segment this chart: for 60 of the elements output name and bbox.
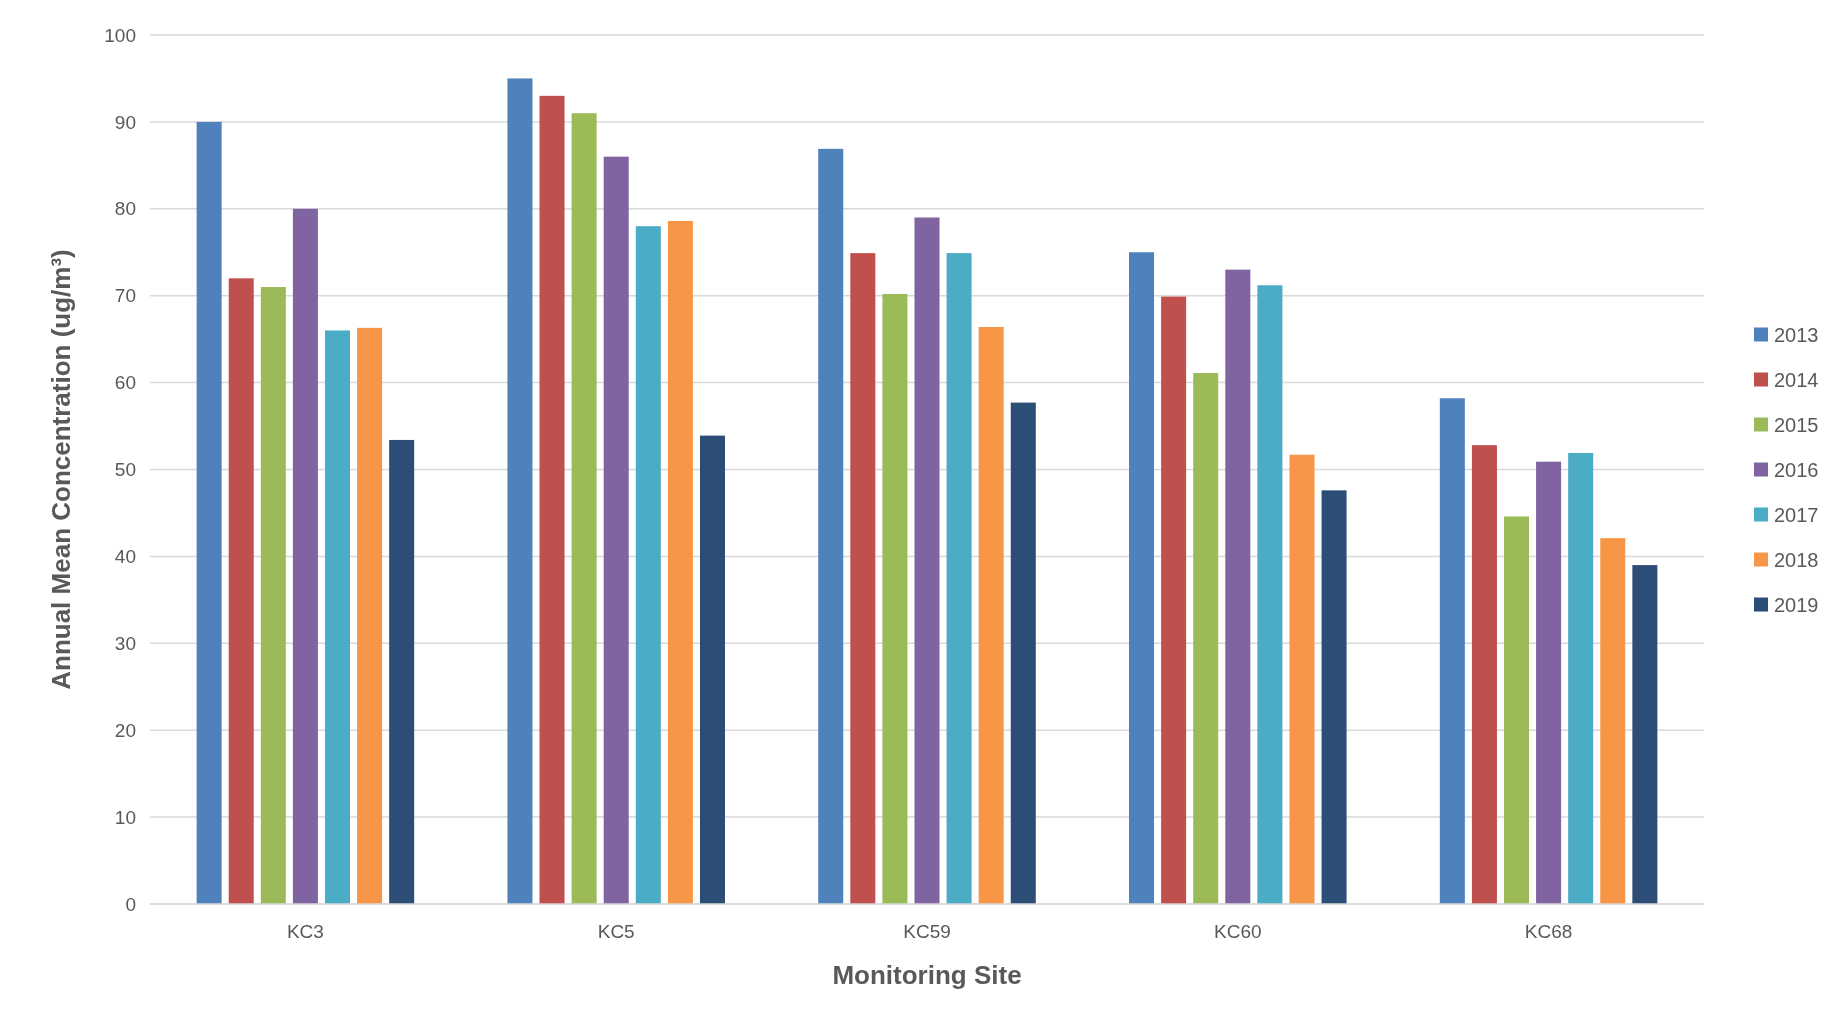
bar [260, 287, 286, 904]
bar [882, 293, 908, 904]
bar [850, 253, 876, 904]
bar [667, 220, 693, 904]
y-axis-title: Annual Mean Concentration (ug/m³) [46, 249, 76, 690]
x-tick-label: KC3 [286, 921, 324, 942]
bar [818, 148, 844, 904]
bar [946, 253, 972, 904]
legend-label: 2013 [1774, 323, 1819, 346]
bar [1439, 398, 1465, 904]
y-tick-label: 100 [104, 24, 136, 46]
x-tick-label: KC59 [903, 921, 951, 942]
bar [603, 156, 629, 904]
bar [1257, 285, 1283, 904]
y-tick-label: 80 [114, 198, 136, 220]
y-tick-label: 10 [114, 806, 136, 828]
bar [571, 113, 597, 904]
bar [507, 78, 533, 904]
bar [389, 439, 415, 904]
bar [324, 330, 350, 904]
bar [1536, 461, 1562, 904]
bar [357, 327, 383, 904]
y-tick-label: 40 [114, 546, 136, 568]
legend-label: 2015 [1774, 413, 1819, 436]
y-tick-label: 90 [114, 111, 136, 133]
y-tick-label: 0 [125, 893, 136, 915]
bar [978, 326, 1004, 904]
legend-label: 2016 [1774, 458, 1819, 481]
bar [1225, 269, 1251, 904]
bar [1289, 454, 1315, 904]
bar [196, 121, 222, 904]
bar [1600, 538, 1626, 904]
bar [1129, 252, 1155, 904]
y-tick-label: 50 [114, 459, 136, 481]
bar [914, 217, 940, 904]
bar [1632, 565, 1658, 904]
x-axis-title: Monitoring Site [832, 960, 1022, 990]
legend-label: 2014 [1774, 368, 1819, 391]
x-tick-label: KC5 [597, 921, 635, 942]
x-tick-label: KC60 [1214, 921, 1262, 942]
bar [635, 226, 661, 904]
y-tick-label: 30 [114, 632, 136, 654]
bar [1161, 296, 1187, 904]
legend-label: 2019 [1774, 593, 1819, 616]
bar [1568, 452, 1594, 904]
bar [292, 208, 318, 904]
bar [1193, 373, 1219, 904]
bar [699, 435, 725, 904]
bar [1471, 445, 1497, 904]
legend-label: 2018 [1774, 548, 1819, 571]
x-tick-label: KC68 [1524, 921, 1573, 942]
bar [1010, 402, 1036, 904]
y-tick-label: 20 [114, 719, 136, 741]
y-tick-label: 60 [114, 372, 136, 394]
bar [1504, 516, 1530, 904]
y-tick-label: 70 [114, 285, 136, 307]
bar [1321, 490, 1347, 904]
bar [539, 95, 565, 904]
legend-label: 2017 [1774, 503, 1819, 526]
bar [228, 278, 254, 904]
